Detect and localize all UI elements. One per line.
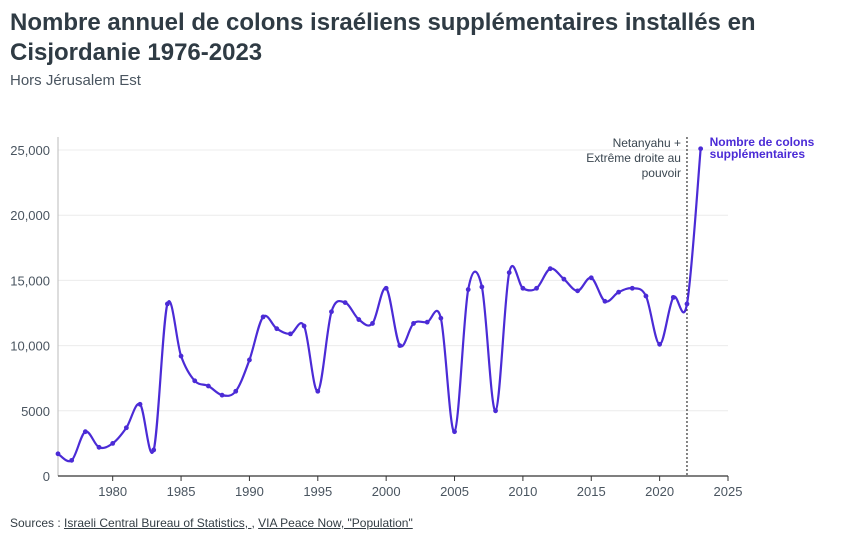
data-point — [397, 343, 403, 349]
data-point — [411, 321, 416, 326]
source-link-cbs[interactable]: Israeli Central Bureau of Statistics, — [64, 516, 252, 530]
data-point — [493, 408, 498, 414]
data-point — [438, 315, 444, 321]
data-point — [315, 388, 321, 394]
sources-footer: Sources : Israeli Central Bureau of Stat… — [10, 516, 413, 530]
data-points — [55, 146, 704, 463]
data-point — [616, 289, 622, 295]
data-point — [233, 388, 239, 394]
data-point — [629, 285, 635, 291]
data-point — [520, 285, 526, 291]
gridlines — [57, 137, 728, 477]
sources-separator: , — [251, 516, 259, 530]
data-point — [424, 319, 430, 325]
x-tick-label: 2020 — [645, 484, 674, 499]
data-point — [123, 425, 129, 431]
y-tick-label: 15,000 — [10, 273, 50, 288]
data-point — [96, 444, 102, 450]
data-point — [206, 383, 211, 389]
data-point — [643, 293, 649, 299]
x-tick-label: 2010 — [508, 484, 537, 499]
x-tick-label: 1995 — [303, 484, 332, 499]
x-tick-label: 1990 — [235, 484, 264, 499]
y-tick-label: 20,000 — [10, 208, 50, 223]
data-point — [260, 314, 266, 320]
data-point — [69, 457, 75, 463]
data-point — [506, 270, 512, 275]
y-tick-label: 25,000 — [10, 143, 50, 158]
data-point — [670, 294, 676, 300]
data-point — [110, 441, 116, 446]
data-point — [698, 146, 704, 152]
x-tick-label: 2025 — [714, 484, 743, 499]
source-link-peace-now[interactable]: VIA Peace Now, "Population" — [258, 516, 413, 530]
data-point — [575, 288, 580, 294]
y-axis-ticks: 0 5000 10,000 15,000 20,000 25,000 — [10, 143, 50, 484]
data-point — [164, 301, 170, 307]
data-point — [342, 300, 348, 305]
data-point — [329, 309, 334, 315]
x-tick-label: 2015 — [577, 484, 606, 499]
series-label: Nombre de colons — [710, 135, 815, 149]
series-line-path — [57, 148, 702, 463]
x-tick-label: 1980 — [98, 484, 127, 499]
data-point — [452, 429, 457, 435]
y-tick-label: 10,000 — [10, 339, 50, 354]
data-point — [247, 357, 252, 363]
data-point — [684, 301, 690, 307]
data-point — [55, 451, 61, 457]
data-point — [602, 298, 608, 304]
data-point — [479, 284, 485, 290]
data-point — [356, 317, 362, 322]
data-point — [383, 285, 389, 291]
data-point — [137, 401, 143, 407]
data-point — [657, 341, 663, 347]
data-point — [288, 331, 293, 337]
y-tick-label: 5000 — [21, 404, 50, 419]
data-point — [465, 287, 471, 292]
data-point — [547, 266, 553, 272]
annotation-text: Netanyahu + — [613, 136, 681, 150]
data-point — [301, 323, 307, 329]
sources-prefix: Sources : — [10, 516, 65, 530]
data-point — [151, 447, 157, 453]
data-point — [534, 285, 539, 291]
data-point — [219, 392, 225, 398]
chart-subtitle: Hors Jérusalem Est — [10, 72, 141, 89]
x-tick-label: 1985 — [167, 484, 196, 499]
x-tick-label: 2005 — [440, 484, 469, 499]
annotation-text: Extrême droite au — [586, 151, 681, 165]
data-point — [192, 378, 198, 384]
annotation-text: pouvoir — [642, 166, 681, 180]
data-point — [178, 353, 184, 359]
data-point — [82, 429, 88, 435]
series-label: supplémentaires — [710, 147, 806, 161]
x-tick-label: 2000 — [372, 484, 401, 499]
data-point — [370, 321, 375, 326]
data-point — [561, 276, 567, 282]
x-axis-ticks: 1980 1985 1990 1995 2000 2005 2010 2015 2020 2025 — [98, 476, 742, 499]
y-tick-label: 0 — [43, 469, 50, 484]
chart-title: Nombre annuel de colons israéliens suppl… — [10, 9, 756, 66]
data-point — [274, 326, 280, 332]
data-point — [588, 275, 594, 281]
